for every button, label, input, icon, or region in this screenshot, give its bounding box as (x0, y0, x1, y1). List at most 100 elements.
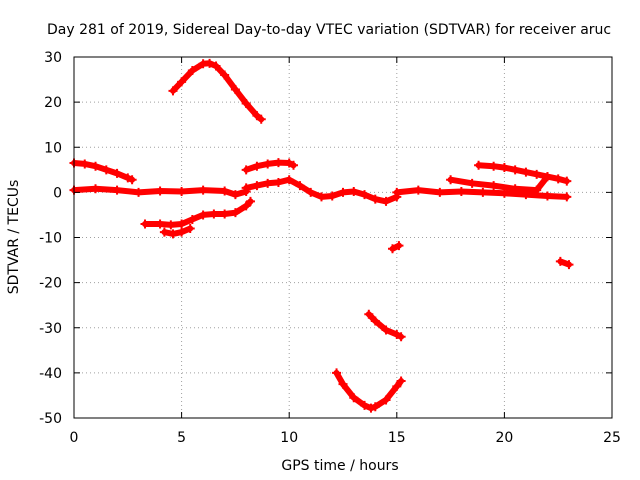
data-point (338, 379, 348, 389)
data-point (127, 175, 137, 185)
data-point (155, 186, 165, 196)
data-point (241, 98, 251, 108)
data-point (91, 161, 101, 171)
data-point (80, 159, 90, 169)
data-point (564, 260, 574, 270)
y-tick-label: 10 (44, 140, 62, 156)
data-point (209, 209, 219, 219)
data-point (370, 194, 380, 204)
data-point (252, 181, 262, 191)
data-point (396, 376, 406, 386)
data-point (499, 163, 509, 173)
data-point (177, 227, 187, 237)
y-tick-label: -10 (39, 231, 62, 247)
data-point (263, 159, 273, 169)
data-point (435, 187, 445, 197)
data-point (316, 192, 326, 202)
data-point (205, 58, 215, 68)
data-point (211, 61, 221, 71)
series-arc-start-high (69, 158, 137, 185)
data-point (245, 196, 255, 206)
series-arc-low-2 (159, 223, 195, 239)
data-point (230, 190, 240, 200)
chart-title: Day 281 of 2019, Sidereal Day-to-day VTE… (47, 22, 611, 38)
data-point (327, 191, 337, 201)
data-point (542, 191, 552, 201)
x-tick-label: 25 (603, 430, 621, 446)
data-point (306, 187, 316, 197)
data-point (230, 84, 240, 94)
data-point (562, 192, 572, 202)
data-point (381, 325, 391, 335)
data-point (553, 174, 563, 184)
data-point (562, 176, 572, 186)
series-arc-short-1 (387, 241, 404, 254)
data-point (360, 190, 370, 200)
data-point (273, 177, 283, 187)
data-point (446, 175, 456, 185)
data-point (230, 208, 240, 218)
data-point (532, 169, 542, 179)
data-point (101, 165, 111, 175)
data-point (220, 70, 230, 80)
data-point (542, 172, 552, 182)
data-point (360, 400, 370, 410)
data-point (489, 161, 499, 171)
data-point (168, 86, 178, 96)
y-ticks: -50 -40 -30 -20 -10 0 10 20 30 (39, 50, 612, 427)
data-point (185, 223, 195, 233)
data-point (263, 178, 273, 188)
data-point (349, 186, 359, 196)
series-arc-near-zero-2 (241, 175, 402, 206)
data-point (467, 178, 477, 188)
data-point (381, 196, 391, 206)
series-arc-low-1 (140, 196, 255, 230)
data-point (112, 185, 122, 195)
data-point (177, 77, 187, 87)
data-point (177, 186, 187, 196)
series-arc-dip-falling (364, 309, 406, 342)
data-point (187, 66, 197, 76)
series-line (393, 187, 570, 200)
data-point (456, 186, 466, 196)
series-arc-late-high (474, 160, 552, 182)
data-point (532, 185, 542, 195)
series-arc-short-2 (555, 256, 574, 270)
y-tick-label: 0 (53, 185, 62, 201)
y-tick-label: -50 (39, 411, 62, 427)
data-point (123, 173, 133, 183)
data-point (349, 393, 359, 403)
data-point (396, 332, 406, 342)
y-tick-label: 30 (44, 50, 62, 66)
data-point (177, 219, 187, 229)
data-point (510, 184, 520, 194)
x-ticks: 0 5 10 15 20 25 (70, 57, 621, 446)
y-tick-label: 20 (44, 95, 62, 111)
data-point (510, 165, 520, 175)
y-tick-label: -30 (39, 321, 62, 337)
series-arc-deep-dip (332, 368, 406, 413)
data-point (381, 395, 391, 405)
data-point (370, 402, 380, 412)
data-point (220, 209, 230, 219)
data-point (140, 219, 150, 229)
data-point (241, 201, 251, 211)
series-arc-near-zero-3 (392, 185, 572, 202)
data-point (370, 316, 380, 326)
data-point (394, 241, 404, 251)
y-tick-label: -40 (39, 366, 62, 382)
data-point (332, 368, 342, 378)
x-axis-label: GPS time / hours (281, 458, 398, 474)
x-tick-label: 20 (495, 430, 513, 446)
data-point (555, 256, 565, 266)
series-layer (69, 58, 574, 413)
series-line (333, 369, 405, 412)
data-point (521, 167, 531, 177)
data-point (413, 185, 423, 195)
data-point (478, 187, 488, 197)
series-arc-mid-high (241, 158, 299, 175)
data-point (220, 186, 230, 196)
y-axis-label: SDTVAR / TECUs (6, 180, 22, 295)
data-point (392, 187, 402, 197)
